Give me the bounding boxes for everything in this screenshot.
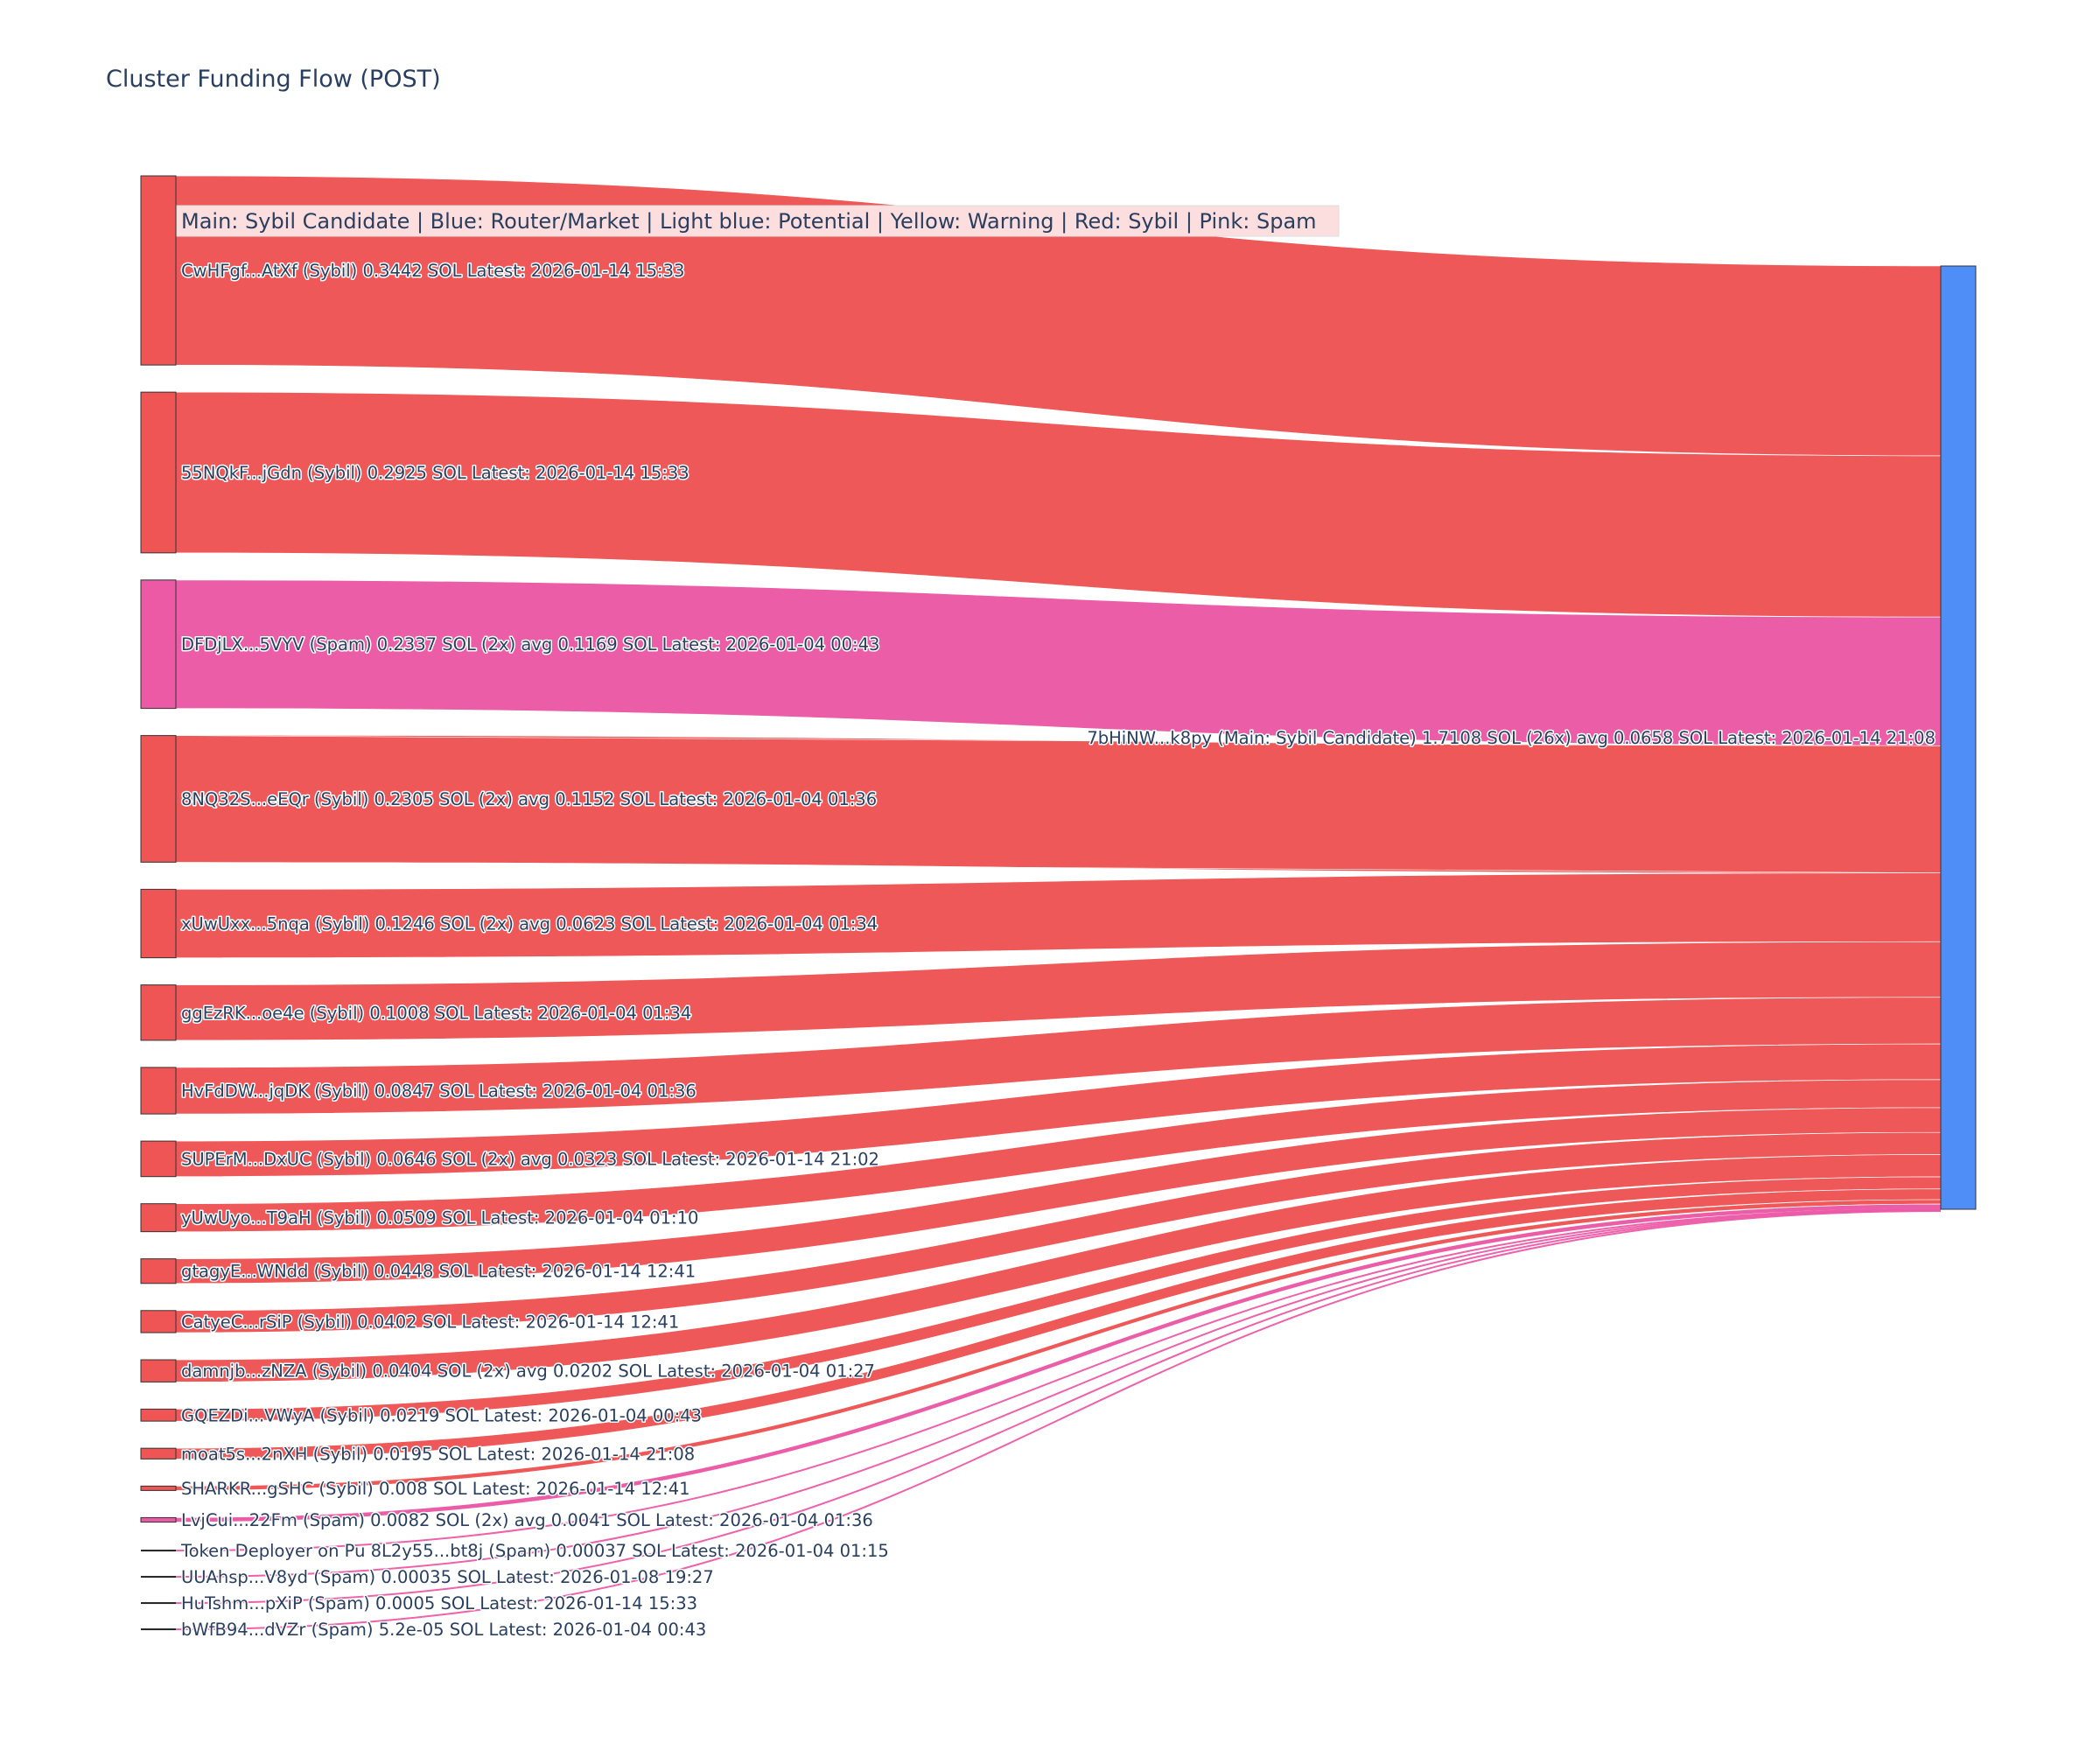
node-label-xuwuxx-5nqa: xUwUxx...5nqa (Sybil) 0.1246 SOL (2x) av… [181,914,878,934]
node-gqezdi-vwya[interactable] [140,1408,177,1422]
node-label-moat5s-2nxh: moat5s...2nXH (Sybil) 0.0195 SOL Latest:… [181,1444,695,1464]
link-uuahsp-v8yd [175,1208,1942,1578]
node-label-dfdjlx-5vyv: DFDjLX...5VYV (Spam) 0.2337 SOL (2x) avg… [181,634,879,654]
link-8l2y55-bt8j [175,1208,1942,1552]
node-catyec-rsip[interactable] [140,1310,177,1334]
node-label-cwhfgf-atxf: CwHFgf...AtXf (Sybil) 0.3442 SOL Latest:… [181,261,684,281]
node-yuwuyo-t9ah[interactable] [140,1203,177,1233]
node-label-uuahsp-v8yd: UUAhsp...V8yd (Spam) 0.00035 SOL Latest:… [181,1567,714,1587]
node-uuahsp-v8yd[interactable] [141,1576,176,1578]
node-gtagye-wndd[interactable] [140,1258,177,1284]
node-dfdjlx-5vyv[interactable] [140,579,177,710]
node-8l2y55-bt8j[interactable] [141,1550,176,1552]
node-label-55nqkf-jgdn: 55NQkF...jGdn (Sybil) 0.2925 SOL Latest:… [181,463,690,483]
node-cwhfgf-atxf[interactable] [140,175,177,366]
node-label-hvfddw-jqdk: HvFdDW...jqDK (Sybil) 0.0847 SOL Latest:… [181,1082,696,1102]
node-hvfddw-jqdk[interactable] [140,1067,177,1115]
flow-nodes [140,175,1977,1631]
node-label-bwfb94-dvzr: bWfB94...dVZr (Spam) 5.2e-05 SOL Latest:… [181,1620,706,1640]
legend-background [176,205,1340,237]
node-damnjb-znza[interactable] [140,1359,177,1382]
node-label-gtagye-wndd: gtagyE...WNdd (Sybil) 0.0448 SOL Latest:… [181,1262,696,1282]
chart-title: Cluster Funding Flow (POST) [106,66,441,93]
link-bwfb94-dvzr [175,1210,1942,1631]
node-55nqkf-jgdn[interactable] [140,391,177,554]
node-hutshm-pxip[interactable] [141,1602,176,1605]
node-label-7bhinw-k8py: 7bHiNW...k8py (Main: Sybil Candidate) 1.… [1087,728,1936,748]
node-sharkr-gshc[interactable] [140,1485,177,1491]
node-label-sharkr-gshc: SHARKR...gSHC (Sybil) 0.008 SOL Latest: … [181,1479,690,1499]
flow-links [175,175,1942,1631]
node-8nq32s-eeqr[interactable] [140,735,177,863]
node-bwfb94-dvzr[interactable] [141,1628,176,1631]
node-label-hutshm-pxip: HuTshm...pXiP (Spam) 0.0005 SOL Latest: … [181,1593,697,1614]
node-lvjcui-22fm[interactable] [140,1516,177,1523]
legend-annotation: Main: Sybil Candidate | Blue: Router/Mar… [176,205,1340,237]
node-label-superm-dxuc: SUPErM...DxUC (Sybil) 0.0646 SOL (2x) av… [181,1149,879,1169]
node-7bhinw-k8py[interactable] [1940,265,1977,1210]
legend-text: Main: Sybil Candidate | Blue: Router/Mar… [181,209,1317,234]
node-label-gqezdi-vwya: GQEZDi...VWyA (Sybil) 0.0219 SOL Latest:… [181,1405,702,1425]
node-label-catyec-rsip: CatyeC...rSiP (Sybil) 0.0402 SOL Latest:… [181,1312,679,1332]
node-label-lvjcui-22fm: LvjCui...22Fm (Spam) 0.0082 SOL (2x) avg… [181,1510,873,1530]
node-label-damnjb-znza: damnjb...zNZA (Sybil) 0.0404 SOL (2x) av… [181,1362,875,1382]
link-hutshm-pxip [175,1209,1942,1605]
node-xuwuxx-5nqa[interactable] [140,888,177,959]
node-ggezrk-oe4e[interactable] [140,984,177,1041]
node-labels: CwHFgf...AtXf (Sybil) 0.3442 SOL Latest:… [179,260,1937,1642]
node-label-ggezrk-oe4e: ggEzRK...oe4e (Sybil) 0.1008 SOL Latest:… [181,1003,691,1023]
node-superm-dxuc[interactable] [140,1140,177,1178]
node-moat5s-2nxh[interactable] [140,1447,177,1460]
node-label-yuwuyo-t9ah: yUwUyo...T9aH (Sybil) 0.0509 SOL Latest:… [181,1208,698,1228]
node-label-8l2y55-bt8j: Token Deployer on Pu 8L2y55...bt8j (Spam… [180,1541,889,1561]
node-label-8nq32s-eeqr: 8NQ32S...eEQr (Sybil) 0.2305 SOL (2x) av… [181,789,877,809]
